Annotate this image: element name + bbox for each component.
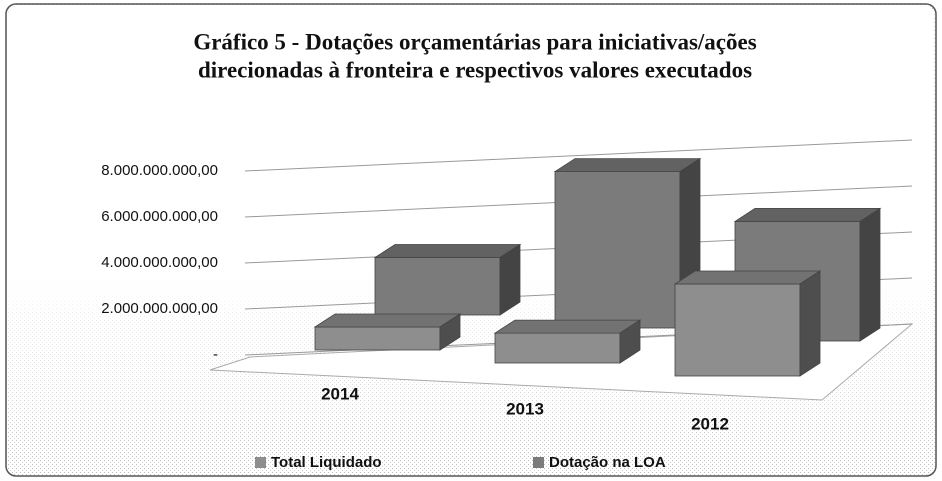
legend-swatch bbox=[255, 457, 266, 468]
y-tick-label: 8.000.000.000,00 bbox=[101, 162, 218, 179]
legend-swatch bbox=[533, 457, 544, 468]
bar bbox=[373, 243, 522, 316]
y-tick-label: - bbox=[213, 346, 218, 363]
bar-top bbox=[313, 313, 462, 328]
legend: Total Liquidado Dotação na LOA bbox=[255, 454, 666, 471]
bar bbox=[673, 270, 822, 377]
bar bbox=[313, 313, 462, 351]
grid-line bbox=[244, 139, 913, 172]
bar-front bbox=[674, 283, 801, 377]
bar-front bbox=[374, 257, 501, 316]
bar bbox=[493, 319, 642, 364]
legend-label: Total Liquidado bbox=[271, 454, 382, 471]
bar-side bbox=[859, 207, 881, 342]
bar-side bbox=[619, 319, 641, 364]
bar-top bbox=[553, 158, 702, 173]
bar-side bbox=[499, 243, 521, 316]
bar-top bbox=[673, 270, 822, 285]
chart-title: Gráfico 5 - Dotações orçamentárias para … bbox=[193, 29, 756, 54]
bar-front bbox=[314, 326, 441, 351]
bar-top bbox=[733, 207, 882, 222]
bar-side bbox=[799, 270, 821, 377]
bar-front bbox=[554, 171, 681, 329]
x-tick-label: 2014 bbox=[321, 384, 359, 403]
bar-front bbox=[494, 332, 621, 364]
bar-side bbox=[439, 313, 461, 351]
y-tick-label: 6.000.000.000,00 bbox=[101, 208, 218, 225]
bar-top bbox=[373, 244, 522, 258]
chart-title: direcionadas à fronteira e respectivos v… bbox=[198, 57, 752, 82]
x-tick-label: 2013 bbox=[506, 399, 544, 418]
bar-top bbox=[493, 319, 642, 334]
x-tick-label: 2012 bbox=[691, 414, 729, 433]
y-tick-label: 4.000.000.000,00 bbox=[101, 254, 218, 271]
legend-label: Dotação na LOA bbox=[549, 454, 666, 471]
y-tick-label: 2.000.000.000,00 bbox=[101, 300, 218, 317]
